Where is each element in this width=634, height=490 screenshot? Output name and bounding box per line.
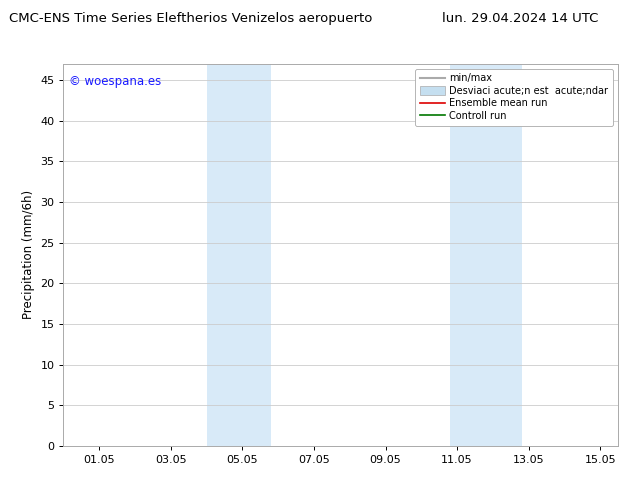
Bar xyxy=(450,64,522,446)
Text: CMC-ENS Time Series Eleftherios Venizelos aeropuerto: CMC-ENS Time Series Eleftherios Venizelo… xyxy=(8,12,372,25)
Y-axis label: Precipitation (mm/6h): Precipitation (mm/6h) xyxy=(22,190,35,319)
Bar xyxy=(207,64,271,446)
Text: © woespana.es: © woespana.es xyxy=(69,75,161,88)
Legend: min/max, Desviaci acute;n est  acute;ndar, Ensemble mean run, Controll run: min/max, Desviaci acute;n est acute;ndar… xyxy=(415,69,613,125)
Text: lun. 29.04.2024 14 UTC: lun. 29.04.2024 14 UTC xyxy=(442,12,598,25)
